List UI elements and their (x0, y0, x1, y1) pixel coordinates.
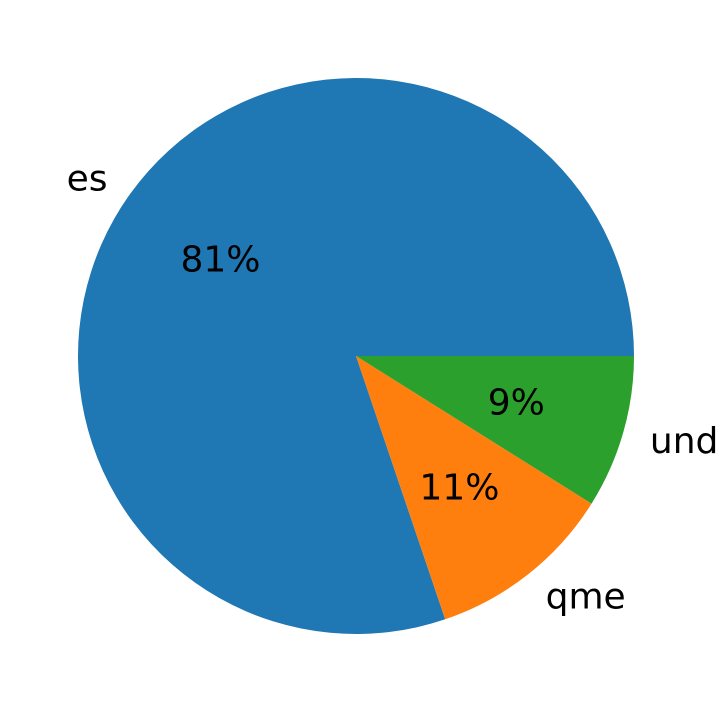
slice-label-qme: qme (546, 577, 626, 618)
pie-slice-qme (356, 356, 592, 620)
pie-slice-es (77, 77, 635, 634)
pie-slice-und (356, 356, 634, 504)
slice-percentage-und: 9% (488, 383, 545, 424)
slice-percentage-qme: 11% (419, 467, 499, 508)
slice-label-es: es (67, 158, 108, 199)
slice-label-und: und (650, 421, 718, 462)
slice-percentage-es: 81% (180, 239, 260, 280)
